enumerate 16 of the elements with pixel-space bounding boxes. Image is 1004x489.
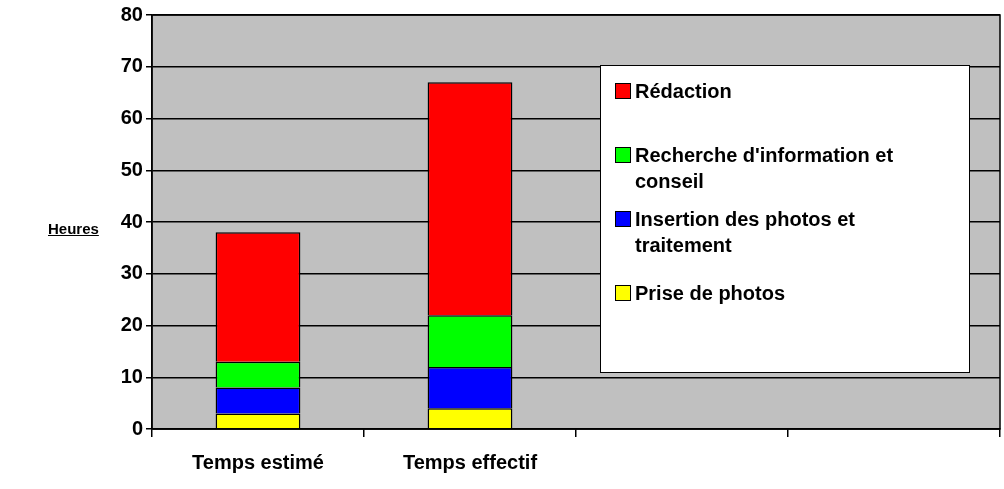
y-tick-label: 30 [120, 261, 143, 284]
y-axis-title: Heures [48, 220, 99, 237]
y-tick-label: 0 [131, 416, 143, 439]
legend-label: Recherche d'information et conseil [635, 143, 895, 194]
x-tick-label: Temps estimé [192, 450, 324, 473]
y-tick-label: 40 [120, 209, 143, 232]
legend-label: Prise de photos [635, 281, 786, 306]
y-tick-label: 50 [120, 157, 143, 180]
x-tick-label: Temps effectif [402, 450, 538, 473]
y-tick-label: 70 [120, 54, 143, 77]
legend-label: Insertion des photos et traitement [635, 207, 857, 258]
y-tick-label: 10 [120, 364, 143, 387]
y-tick-label: 80 [120, 2, 143, 25]
y-tick-label: 60 [120, 106, 143, 129]
y-tick-label: 20 [120, 313, 143, 336]
legend-label: Rédaction [635, 79, 732, 104]
